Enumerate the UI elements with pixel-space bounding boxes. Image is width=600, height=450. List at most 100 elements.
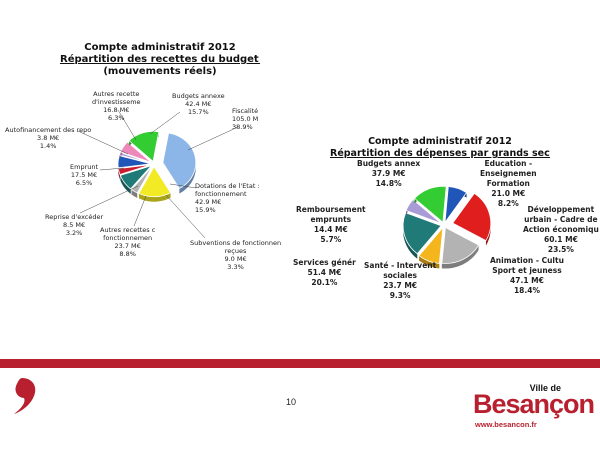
chart2-label-education: Education - Enseignemen Formation 21.0 M€ 8.… — [480, 159, 537, 209]
chart1-label-fiscalite: Fiscalité 105.0 M 38.9% — [232, 107, 258, 131]
chart2-slice-4 — [402, 212, 442, 255]
chart1-label-line: 17.5 M€ — [70, 171, 98, 179]
chart2-slice-0 — [444, 186, 468, 224]
chart2-label-line: Budgets annex — [357, 159, 421, 168]
logo-main-text: Besançon — [473, 389, 595, 419]
chart1-label-line: 15.7% — [187, 108, 209, 116]
chart1-slice-depth-1 — [138, 192, 171, 202]
chart1-label-line: 42.9 M€ — [195, 198, 222, 206]
logo-small-text: Ville de — [529, 383, 561, 393]
chart1-leader-line-3 — [133, 195, 147, 227]
chart2-label-line: Enseignemen — [480, 169, 537, 178]
chart2-slice-depth-2 — [441, 245, 479, 269]
chart1-slice-3 — [119, 164, 153, 190]
chart2-label-line: Animation - Cultu — [490, 256, 564, 265]
chart1-label-line: Fiscalité — [232, 107, 259, 115]
chart2-label-line: 23.7 M€ — [383, 281, 418, 290]
chart2-label-line: Remboursement — [296, 205, 366, 214]
chart1-label-line: 3.2% — [65, 229, 83, 237]
chart1-leader-line-8 — [149, 111, 181, 135]
chart1-leader-line-1 — [169, 183, 197, 189]
chart2-label-budgets: Budgets annex 37.9 M€ 14.8% — [357, 159, 420, 189]
chart2-label-line: 9.3% — [389, 291, 411, 300]
chart2-label-line: Action économiqu — [523, 225, 599, 234]
chart2-label-line: 5.7% — [320, 235, 342, 244]
chart1-label-emprunt: Emprunt 17.5 M€ 6.5% — [70, 163, 98, 187]
chart1-label-autres-fonct: Autres recettes c fonctionnemen 23.7 M€ 8.8… — [100, 226, 155, 258]
chart1-label-line: Reprise d'excéder — [45, 213, 104, 221]
chart1-label-line: 1.4% — [39, 142, 57, 150]
chart1-label-line: 6.3% — [108, 114, 125, 122]
chart2-title-line2: Répartition des dépenses par grands sect… — [330, 148, 550, 159]
chart1-leader-line-2 — [165, 194, 206, 239]
chart2-label-animation: Animation - Cultu Sport et jeuness 47.1 M€… — [490, 256, 564, 296]
chart1-slice-2 — [130, 166, 153, 194]
chart2-label-line: 21.0 M€ — [491, 189, 526, 198]
chart2-label-line: 14.4 M€ — [313, 225, 348, 234]
ville-de-besancon-logo[interactable]: Ville de Besançon www.besancon.fr — [463, 383, 595, 433]
chart1-label-budgets: Budgets annexe 42.4 M€ 15.7% — [172, 92, 225, 116]
chart1-leader-line-5 — [99, 167, 125, 171]
chart1-title-line2: Répartition des recettes du budget gén — [60, 54, 260, 65]
chart1-label-line: Budgets annexe — [172, 92, 225, 100]
chart2-label-line: 47.1 M€ — [510, 276, 544, 285]
chart1-slice-7 — [120, 141, 152, 163]
chart1-label-line: Dotations de l'Etat : — [195, 182, 260, 190]
chart1-label-line: Autres recettes c — [100, 226, 156, 234]
chart1-label-line: 3.8 M€ — [37, 134, 60, 142]
chart1-label-line: Autres recette — [93, 90, 140, 98]
chart1-title: Compte administratif 2012 Répartition de… — [60, 42, 260, 78]
chart2-slice-3 — [418, 226, 444, 264]
chart1-leader-line-7 — [117, 109, 137, 141]
chart2-label-developpement: Développement urbain - Cadre de Action éco… — [523, 205, 599, 255]
chart1-leader-line-0 — [187, 126, 239, 151]
chart1-label-line: 105.0 M — [232, 115, 259, 123]
logo-url-link[interactable]: www.besancon.fr — [475, 420, 537, 429]
chart2-title: Compte administratif 2012 Répartition de… — [330, 136, 550, 160]
chart2-label-line: Education - — [484, 159, 533, 168]
brand-comma-icon — [14, 378, 36, 414]
pie-charts — [77, 109, 492, 269]
chart2-label-line: 51.4 M€ — [307, 268, 342, 277]
chart2-label-line: Santé - Intervent — [364, 261, 437, 270]
chart1-label-line: Autofinancement des repo — [5, 126, 92, 134]
chart1-label-line: reçues — [224, 247, 247, 255]
chart2-label-line: Services génér — [293, 258, 356, 267]
chart2-label-line: urbain - Cadre de — [524, 215, 598, 224]
chart1-label-line: d'investisseme — [92, 98, 141, 106]
chart2-label-line: Développement — [527, 205, 595, 214]
chart1-label-line: 16.8 M€ — [103, 106, 130, 114]
chart2-label-line: sociales — [383, 271, 418, 280]
chart2-title-line1: Compte administratif 2012 — [368, 136, 512, 147]
chart2-label-remboursement: Remboursement emprunts 14.4 M€ 5.7% — [296, 205, 366, 245]
chart1-label-reprise: Reprise d'excéder 8.5 M€ 3.2% — [45, 213, 103, 237]
chart1-label-dotations: Dotations de l'Etat : fonctionnement 42.9 … — [195, 182, 260, 214]
chart2-label-line: 18.4% — [513, 286, 540, 295]
chart2-label-line: emprunts — [310, 215, 352, 224]
chart1-title-line3: (mouvements réels) — [103, 66, 217, 77]
chart2-label-line: Formation — [486, 179, 530, 188]
chart1-label-line: 38.9% — [232, 123, 253, 131]
chart2-slice-5 — [405, 199, 442, 224]
chart2-label-line: 20.1% — [311, 278, 338, 287]
chart1-leader-line-4 — [79, 185, 139, 214]
chart2-label-sante: Santé - Intervent sociales 23.7 M€ 9.3% — [364, 261, 436, 301]
chart1-slice-8 — [128, 131, 160, 163]
chart1-label-line: Subventions de fonctionnen — [190, 239, 282, 247]
chart1-label-line: 8.5 M€ — [63, 221, 86, 229]
chart1-slice-depth-2 — [131, 189, 138, 198]
chart1-leader-line-6 — [77, 130, 129, 155]
chart2-label-line: 60.1 M€ — [543, 235, 578, 244]
chart1-label-line: fonctionnement — [195, 190, 247, 198]
chart1-label-line: 42.4 M€ — [185, 100, 212, 108]
chart1-label-line: 6.5% — [75, 179, 93, 187]
page-number: 10 — [286, 397, 297, 407]
chart1-label-line: 23.7 M€ — [114, 242, 141, 250]
chart1-label-autofinancement: Autofinancement des repo 3.8 M€ 1.4% — [5, 126, 91, 150]
chart1-label-line: 15.9% — [195, 206, 216, 214]
chart2-label-line: 37.9 M€ — [371, 169, 406, 178]
chart1-title-line1: Compte administratif 2012 — [84, 42, 236, 53]
chart2-slice-1 — [452, 192, 492, 242]
chart1-label-autres-invest: Autres recette d'investisseme 16.8 M€ 6.3% — [92, 90, 141, 122]
